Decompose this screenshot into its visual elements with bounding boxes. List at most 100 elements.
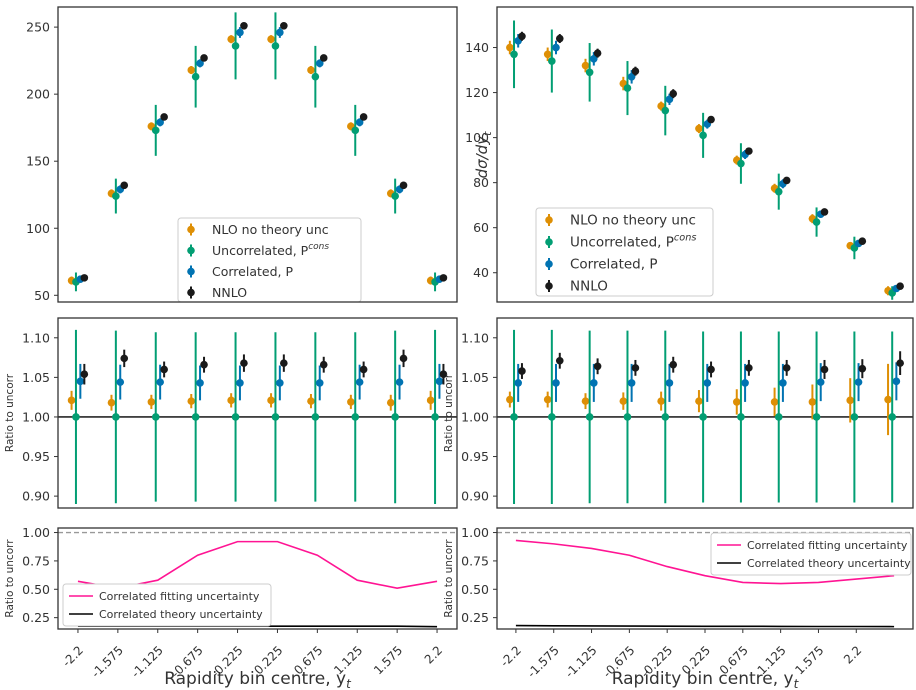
data-point	[227, 396, 235, 405]
y-tick-label: 0.75	[22, 553, 50, 568]
data-point	[631, 67, 640, 75]
data-point	[548, 57, 556, 65]
y-tick-label: 1.05	[22, 370, 50, 385]
data-point	[231, 413, 240, 421]
data-point	[120, 354, 129, 363]
data-point	[707, 115, 715, 124]
data-point	[665, 95, 674, 104]
x-axis-label-sub: t	[794, 677, 800, 690]
data-point	[80, 370, 89, 379]
y-tick-label: 80	[473, 175, 489, 190]
data-point	[585, 413, 594, 421]
data-point	[703, 379, 712, 387]
y-tick-label: 1.00	[22, 409, 50, 424]
x-tick-label: -2.2	[60, 643, 86, 669]
data-point	[669, 89, 678, 98]
data-point	[355, 378, 364, 386]
data-point	[661, 106, 670, 115]
data-point	[236, 379, 244, 387]
legend: NLO no theory unc Uncorrelated, Pcons Corr…	[535, 207, 714, 297]
data-point	[779, 379, 787, 387]
x-tick-label: 1.575	[371, 643, 405, 677]
series-line	[515, 624, 895, 628]
data-point	[858, 237, 867, 245]
data-point	[187, 66, 196, 74]
y-tick-label: 40	[473, 265, 489, 280]
middle-left-panel: 0.90 0.95 1.00 1.05 1.10 Ratio to uncorr	[4, 317, 458, 509]
data-point	[548, 413, 556, 421]
data-point	[623, 413, 632, 421]
data-point	[120, 181, 129, 190]
data-point	[699, 413, 707, 421]
data-point	[227, 35, 235, 43]
legend-label: NLO no theory unc	[570, 213, 696, 229]
x-axis-label: Rapidity bin centre, yt	[612, 669, 800, 690]
data-point	[631, 364, 640, 372]
legend-marker	[545, 282, 553, 290]
series-line	[515, 539, 895, 585]
x-tick-label: -1.575	[525, 643, 562, 680]
data-point	[112, 192, 120, 200]
data-point	[276, 379, 284, 387]
data-point	[581, 61, 590, 70]
data-point	[543, 395, 552, 404]
data-point	[359, 365, 368, 374]
data-point	[585, 68, 594, 77]
bottom-right-panel: 0.25 0.50 0.75 1.00 Ratio to uncorr -2.2 -1.57…	[443, 525, 914, 690]
legend-label-sup: cons	[308, 242, 329, 252]
data-point	[80, 274, 89, 282]
y-axis-label: Ratio to uncorr	[4, 539, 16, 618]
data-point	[439, 274, 448, 282]
data-point	[896, 282, 904, 291]
top-right-frame	[496, 6, 914, 303]
legend: Correlated fitting uncertainty Correlated…	[62, 583, 272, 627]
data-point	[593, 49, 602, 57]
y-tick-label: 0.25	[22, 610, 50, 625]
data-point	[76, 377, 85, 386]
data-point	[351, 413, 360, 421]
legend-label: NNLO	[212, 285, 247, 300]
data-point	[151, 126, 160, 135]
top-right-panel: 40 60 80 100 120 140 dσ/dyt NLO no theory unc Un…	[465, 6, 914, 303]
data-point	[116, 378, 125, 386]
legend-marker	[187, 288, 195, 297]
data-point	[240, 359, 248, 367]
data-point	[196, 379, 204, 387]
data-point	[737, 413, 745, 421]
data-point	[347, 398, 355, 406]
legend-label: Correlated theory uncertainty	[747, 557, 911, 570]
data-point	[196, 59, 204, 68]
data-point	[737, 159, 745, 168]
data-point	[156, 118, 164, 127]
y-tick-label: 50	[34, 288, 50, 303]
y-tick-label: 120	[465, 85, 489, 100]
data-point	[240, 21, 248, 30]
data-point	[236, 28, 244, 37]
legend-label: Uncorrelated, Pcons	[212, 242, 329, 258]
data-point	[590, 379, 598, 387]
data-point	[307, 66, 315, 74]
data-point	[506, 43, 514, 52]
data-point	[695, 397, 703, 405]
data-point	[732, 398, 741, 406]
data-point	[147, 398, 156, 406]
y-tick-label: 100	[465, 130, 489, 145]
y-tick-label: 1.00	[22, 525, 50, 540]
data-point	[271, 413, 280, 421]
data-point	[191, 72, 200, 81]
x-tick-label: -1.125	[562, 643, 599, 680]
data-point	[391, 413, 399, 421]
data-point	[812, 218, 821, 226]
legend-marker	[187, 267, 195, 276]
data-point	[67, 396, 76, 405]
data-point	[745, 364, 753, 372]
data-point	[267, 35, 275, 43]
legend-label: Uncorrelated, Pcons	[570, 233, 696, 251]
y-tick-label: 140	[465, 40, 489, 55]
y-tick-label: 1.00	[461, 525, 489, 540]
legend-label: NNLO	[570, 279, 608, 295]
y-axis-label: Ratio to uncorr	[443, 539, 455, 618]
data-point	[386, 398, 395, 407]
data-point	[850, 413, 859, 421]
data-point	[156, 378, 164, 386]
